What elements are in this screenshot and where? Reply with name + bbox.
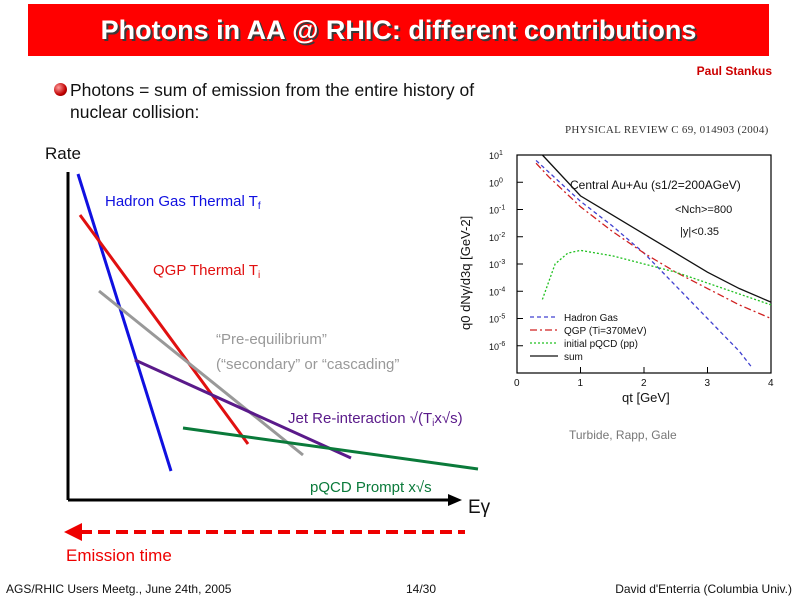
legend-label: initial pQCD (pp) [564,339,638,350]
plot-y-label: q0 dNγ/d3q [GeV-2] [458,216,473,330]
plot-series [535,154,772,368]
title-bar [28,4,769,56]
plot-note-y: |y|<0.35 [680,226,719,238]
hadron-gas-label-text: Hadron Gas Thermal T [105,193,258,210]
hadron-gas-label: Hadron Gas Thermal Tf [105,193,261,212]
plot-note-nch: <Nch>=800 [675,204,732,216]
legend-label: QGP (Ti=370MeV) [564,326,647,337]
jet-label-sub: i [432,418,434,429]
legend-label: Hadron Gas [564,313,618,324]
y-tick-label: 10-3 [489,259,505,270]
pre-equilibrium-line [98,289,304,457]
figure-credit: Turbide, Rapp, Gale [569,428,677,442]
y-tick-label: 10-5 [489,314,505,325]
photon-spectrum-chart: 0 1 2 3 4 101 100 10-1 10-2 10-3 10-4 10-5 10-6 Hadr… [458,150,774,405]
series-line [541,154,772,303]
footer-page-number: 14/30 [406,582,437,596]
x-tick-label: 1 [578,378,584,389]
plot-x-label: qt [GeV] [622,390,670,405]
hadron-gas-line [76,173,173,472]
x-tick-label: 2 [641,378,647,389]
hadron-gas-label-sub: f [258,201,261,212]
emission-time-arrow-head-icon [64,523,82,541]
jet-label-end: x√s) [434,410,462,427]
legend-label: sum [564,352,583,363]
jet-label: Jet Re-interaction √(Tix√s) [288,410,463,429]
author-name: Paul Stankus [696,64,772,78]
slide-title: Photons in AA @ RHIC: different contribu… [100,15,697,45]
qgp-label-text: QGP Thermal T [153,262,258,279]
y-tick-label: 10-2 [489,232,505,243]
journal-reference: PHYSICAL REVIEW C 69, 014903 (2004) [565,124,769,136]
bullet-text: Photons = sum of emission from the entir… [70,79,474,123]
series-line [535,162,772,320]
pqcd-line [182,426,479,471]
pqcd-label: pQCD Prompt x√s [310,479,432,496]
x-axis-label: Eγ [468,497,491,518]
y-axis-label: Rate [45,144,81,163]
y-tick-label: 10-4 [489,286,505,297]
y-tick-label: 10-6 [489,341,505,352]
bullet-line-1: Photons = sum of emission from the entir… [70,80,475,100]
x-tick-label: 0 [514,378,520,389]
plot-title: Central Au+Au (s1/2=200AGeV) [570,178,741,192]
plot-ticks: 0 1 2 3 4 101 100 10-1 10-2 10-3 10-4 10-5 10-6 [489,150,774,389]
x-tick-label: 4 [768,378,774,389]
plot-legend: Hadron Gas QGP (Ti=370MeV) initial pQCD (p… [530,313,647,363]
footer-conference: AGS/RHIC Users Meetg., June 24th, 2005 [6,582,232,596]
y-tick-label: 101 [489,150,503,161]
qgp-line [78,214,250,445]
jet-label-text: Jet Re-interaction √(T [288,410,432,427]
pre-equilibrium-label-2: (“secondary” or “cascading” [216,356,399,373]
x-axis-arrow-icon [448,494,462,506]
y-tick-label: 100 [489,177,503,188]
emission-time-label: Emission time [66,546,172,565]
footer-author: David d'Enterria (Columbia Univ.) [615,582,792,596]
y-tick-label: 10-1 [489,205,505,216]
qgp-label-sub: i [258,270,260,281]
qgp-label: QGP Thermal Ti [153,262,260,281]
x-tick-label: 3 [705,378,711,389]
pre-equilibrium-label-1: “Pre-equilibrium” [216,331,327,348]
bullet-line-2: nuclear collision: [70,102,200,122]
bullet-icon [54,83,67,96]
jet-reinteraction-line [134,358,352,460]
